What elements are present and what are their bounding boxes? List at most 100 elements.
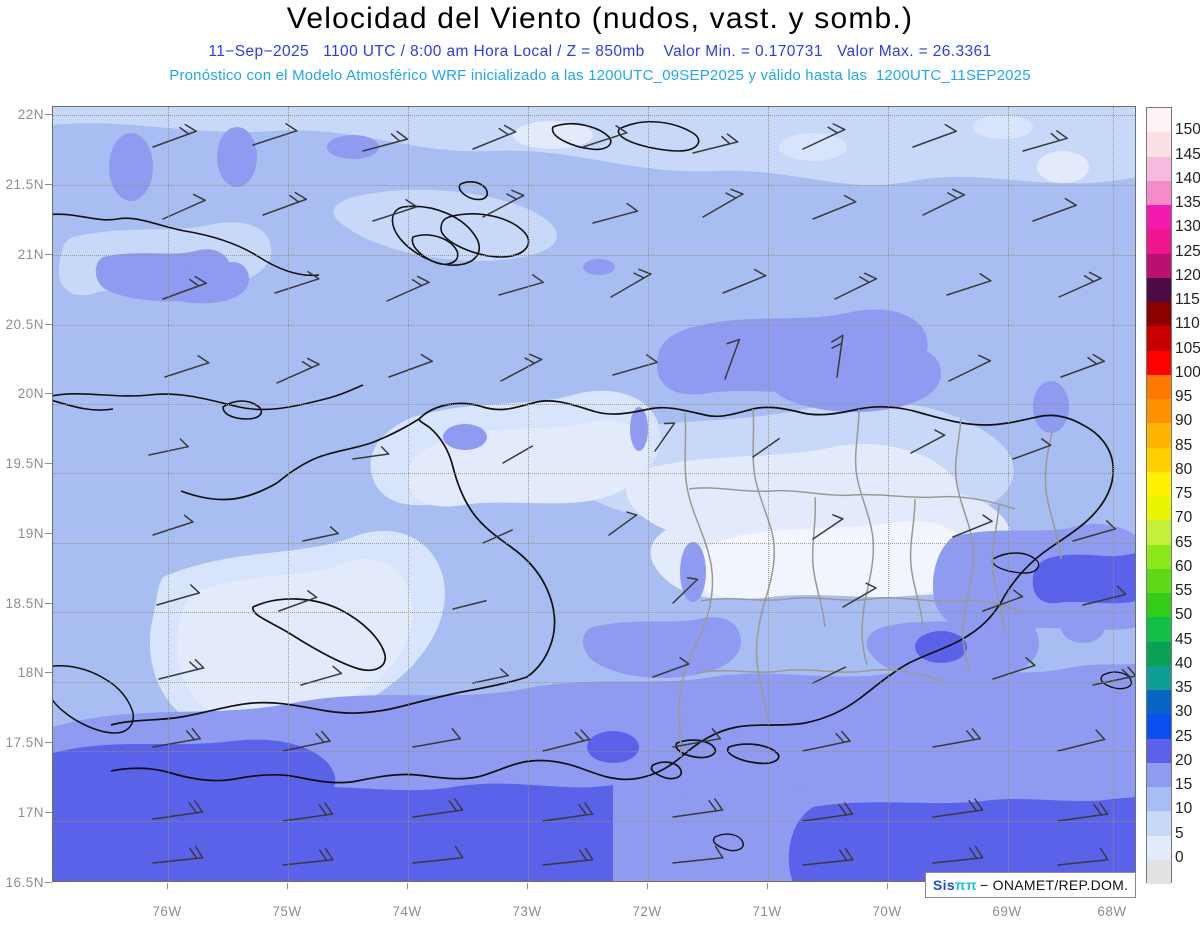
y-axis-tick: [45, 672, 52, 673]
map-plot-area[interactable]: [52, 106, 1136, 882]
colorbar-tick-label: 10: [1175, 800, 1193, 818]
colorbar-band: [1147, 447, 1171, 472]
gridline-vertical: [1113, 107, 1114, 881]
colorbar-tick-label: 60: [1175, 557, 1193, 575]
y-axis-tick: [45, 463, 52, 464]
colorbar-tick-label: 35: [1175, 679, 1193, 696]
y-axis-tick: [45, 254, 52, 255]
colorbar-tick-label: 0: [1175, 848, 1184, 866]
colorbar-tick-label: 100: [1175, 363, 1200, 381]
colorbar-band: [1147, 859, 1171, 884]
colorbar-band: [1147, 641, 1171, 666]
gridline-vertical: [288, 107, 289, 881]
gridline-horizontal: [53, 325, 1135, 326]
colorbar-tick-label: 110: [1175, 315, 1200, 333]
gridline-horizontal: [53, 682, 1135, 683]
gridline-horizontal: [53, 473, 1135, 474]
x-axis-label: 70W: [872, 904, 902, 919]
colorbar-band: [1147, 229, 1171, 254]
y-axis-tick: [45, 393, 52, 394]
colorbar-band: [1147, 835, 1171, 860]
colorbar-tick-label: 105: [1175, 339, 1200, 357]
y-axis-tick: [45, 882, 52, 883]
colorbar-band: [1147, 787, 1171, 812]
gridline-horizontal: [53, 255, 1135, 256]
x-axis-label: 75W: [272, 904, 302, 919]
colorbar-band: [1147, 568, 1171, 593]
logo-agency-text: − ONAMET/REP.DOM.: [979, 877, 1129, 893]
gridline-horizontal: [53, 821, 1135, 822]
y-axis-tick: [45, 533, 52, 534]
colorbar-tick-label: 15: [1175, 776, 1193, 793]
gridline-horizontal: [53, 751, 1135, 752]
gridline-horizontal: [53, 115, 1135, 116]
y-axis-tick: [45, 812, 52, 813]
colorbar-band: [1147, 132, 1171, 157]
colorbar-band: [1147, 496, 1171, 521]
y-axis-label: 17.5N: [5, 735, 44, 750]
y-axis-tick: [45, 742, 52, 743]
colorbar-band: [1147, 544, 1171, 569]
y-axis-label: 18.5N: [5, 596, 44, 611]
x-axis-label: 76W: [152, 904, 182, 919]
colorbar-tick-label: 80: [1175, 460, 1193, 478]
colorbar-band: [1147, 302, 1171, 327]
colorbar-band: [1147, 617, 1171, 642]
colorbar-band: [1147, 690, 1171, 715]
colorbar-tick-label: 55: [1175, 582, 1193, 599]
colorbar-band: [1147, 108, 1171, 133]
page-title: Velocidad del Viento (nudos, vast. y som…: [286, 2, 914, 35]
colorbar-tick-label: 125: [1175, 242, 1200, 260]
y-axis-tick: [45, 114, 52, 115]
colorbar-tick-label: 20: [1175, 751, 1193, 769]
chart-header: Velocidad del Viento (nudos, vast. y som…: [0, 0, 1200, 94]
y-axis-label: 20N: [17, 386, 44, 401]
y-axis-label: 21N: [17, 247, 44, 262]
x-axis-label: 72W: [632, 904, 662, 919]
gridline-vertical: [768, 107, 769, 881]
subtitle-model-info: Pronóstico con el Modelo Atmosférico WRF…: [169, 67, 1031, 84]
y-axis-tick: [45, 184, 52, 185]
gridline-horizontal: [53, 612, 1135, 613]
x-axis-tick: [167, 883, 168, 889]
colorbar-band: [1147, 593, 1171, 618]
colorbar-band: [1147, 738, 1171, 763]
gridline-vertical: [168, 107, 169, 881]
x-axis-label: 71W: [752, 904, 782, 919]
colorbar-band: [1147, 811, 1171, 836]
colorbar-tick-label: 150: [1175, 121, 1200, 139]
gridline-vertical: [888, 107, 889, 881]
gridline-vertical: [528, 107, 529, 881]
y-axis-label: 19.5N: [5, 456, 44, 471]
colorbar-tick-label: 90: [1175, 412, 1193, 430]
x-axis-label: 68W: [1097, 904, 1127, 919]
colorbar-tick-label: 25: [1175, 727, 1193, 745]
gridline-horizontal: [53, 185, 1135, 186]
colorbar[interactable]: [1146, 107, 1172, 884]
gridline-vertical: [408, 107, 409, 881]
y-axis-label: 20.5N: [5, 317, 44, 332]
colorbar-tick-label: 95: [1175, 388, 1193, 405]
colorbar-band: [1147, 762, 1171, 787]
logo-sis-text: Sis: [933, 877, 955, 893]
x-axis-label: 73W: [512, 904, 542, 919]
y-axis-tick: [45, 603, 52, 604]
colorbar-band: [1147, 180, 1171, 205]
wind-speed-shading: [53, 107, 1135, 881]
colorbar-band: [1147, 665, 1171, 690]
x-axis-label: 74W: [392, 904, 422, 919]
map-canvas: [53, 107, 1135, 881]
x-axis-tick: [287, 883, 288, 889]
colorbar-band: [1147, 471, 1171, 496]
gridline-horizontal: [53, 404, 1135, 405]
x-axis-label: 69W: [992, 904, 1022, 919]
y-axis-label: 19N: [17, 526, 44, 541]
colorbar-tick-label: 115: [1175, 291, 1200, 308]
x-axis-tick: [887, 883, 888, 889]
colorbar-band: [1147, 253, 1171, 278]
colorbar-tick-label: 135: [1175, 194, 1200, 211]
y-axis-label: 16.5N: [5, 875, 44, 890]
colorbar-band: [1147, 350, 1171, 375]
gridline-vertical: [648, 107, 649, 881]
colorbar-tick-label: 65: [1175, 533, 1193, 551]
